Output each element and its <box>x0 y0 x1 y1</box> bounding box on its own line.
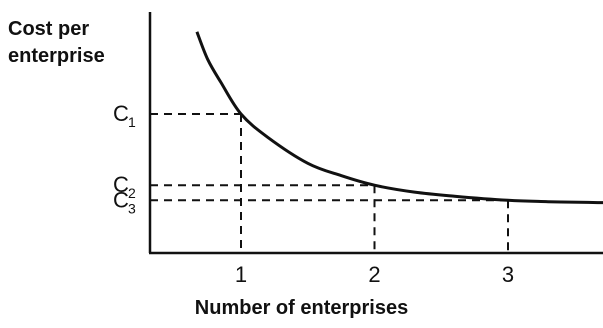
y-tick-label-c2: C <box>113 172 129 197</box>
x-tick-label-1: 1 <box>235 262 247 287</box>
y-tick-subscript-1: 1 <box>128 114 136 130</box>
y-tick-label-c3: C <box>113 187 129 212</box>
y-axis-label-line-2: enterprise <box>8 45 105 67</box>
y-tick-label-c1: C <box>113 101 129 126</box>
tick-labels: C 11C 22C 33 <box>113 101 514 287</box>
y-tick-subscript-2: 2 <box>128 185 136 201</box>
x-tick-label-2: 2 <box>368 262 380 287</box>
x-axis-label: Number of enterprises <box>194 297 409 319</box>
x-tick-label-3: 3 <box>502 262 514 287</box>
y-axis-label: Cost per enterprise <box>8 16 105 70</box>
cost-curve <box>195 31 603 205</box>
axes <box>148 12 603 255</box>
y-axis-label-line-1: Cost per <box>8 18 90 40</box>
guide-lines <box>150 113 509 253</box>
y-tick-subscript-3: 3 <box>128 200 136 216</box>
